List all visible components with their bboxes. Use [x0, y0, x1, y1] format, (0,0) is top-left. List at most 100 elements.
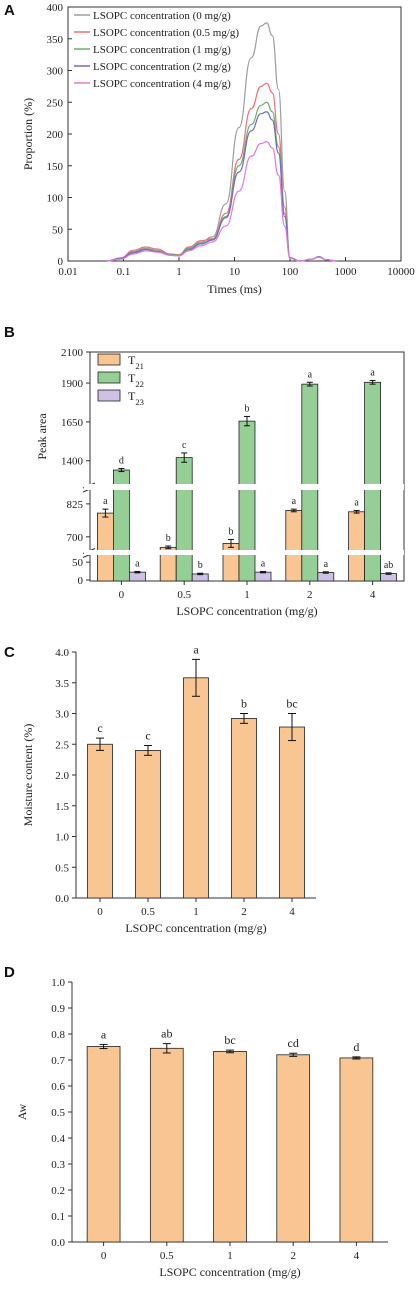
y-tick-label: 400: [47, 2, 64, 14]
panel-c: C 0.0 0.5 1.0 1.5 2.0 2.5 3.0 3.5 4.0 Moisture co…: [0, 640, 420, 940]
significance-letter: b: [245, 403, 250, 414]
legend-label: LSOPC concentration (1 mg/g): [93, 44, 231, 56]
series-line: [106, 82, 337, 262]
y-tick-label: 1650: [61, 417, 84, 429]
significance-letter: a: [370, 367, 375, 378]
legend-label: T23: [128, 389, 144, 407]
chart-b: 0 50 700 825 1400 1650 1900 2100 Peak area LSOPC …: [35, 347, 405, 618]
bar: [175, 457, 193, 582]
legend-swatch: [97, 353, 121, 366]
y-tick-label: 4.0: [55, 647, 69, 659]
panel-label-c: C: [4, 644, 15, 661]
y-tick-label: 0.5: [51, 1107, 65, 1119]
y-tick-label: 3.5: [55, 678, 69, 690]
y-tick-label: 50: [52, 224, 64, 236]
significance-letter: c: [97, 721, 102, 735]
significance-letter: a: [292, 496, 297, 507]
y-tick-label: 250: [47, 97, 64, 109]
significance-letter: b: [198, 560, 203, 571]
y-tick-label: 50: [72, 557, 84, 569]
x-tick-label: 0.5: [177, 589, 191, 601]
y-tick-label: 0.4: [51, 1133, 65, 1145]
panel-label-d: D: [4, 964, 15, 981]
legend-label: T22: [128, 371, 144, 389]
x-tick-label: 0: [97, 906, 103, 918]
bar: [276, 1054, 311, 1243]
legend-label: LSOPC concentration (0.5 mg/g): [93, 27, 239, 39]
panel-label-b: B: [4, 324, 15, 341]
significance-letter: cd: [288, 1036, 299, 1050]
x-tick-label: 0: [119, 589, 125, 601]
y-tick-label: 700: [67, 532, 84, 544]
y-tick-label: 0.0: [55, 893, 69, 905]
x-tick-label: 0: [101, 1250, 107, 1262]
legend-label: LSOPC concentration (4 mg/g): [93, 78, 231, 90]
series-line: [106, 111, 337, 262]
x-tick-label: 10000: [387, 266, 415, 278]
y-tick-label: 2100: [61, 347, 84, 359]
x-axis-label: Times (ms): [207, 282, 262, 296]
bar: [348, 511, 366, 582]
significance-letter: d: [119, 455, 124, 466]
x-axis-label: LSOPC concentration (mg/g): [125, 921, 266, 935]
chart-a: 0.01 0.1 1 10 100 1000 10000 0 50 100 150 200 250 300…: [21, 2, 415, 296]
x-tick-label: 0.1: [117, 266, 131, 278]
bar: [135, 750, 161, 899]
y-axis-label: Aw: [15, 1104, 29, 1121]
bar: [279, 726, 305, 899]
y-tick-label: 3.0: [55, 709, 69, 721]
y-tick-label: 0.6: [51, 1081, 65, 1093]
chart-d: 0.0 0.1 0.2 0.3 0.4 0.5 0.6 0.7 0.8 0.9 1.0 Aw LSOPC…: [15, 977, 388, 1279]
y-tick-label: 300: [47, 66, 64, 78]
significance-letter: bc: [286, 697, 297, 711]
bar: [339, 1057, 374, 1243]
significance-letter: a: [103, 496, 108, 507]
x-tick-label: 2: [307, 589, 313, 601]
legend-swatch: [97, 389, 121, 402]
y-tick-label: 0.9: [51, 1003, 65, 1015]
bar: [213, 1051, 247, 1243]
significance-letter: a: [354, 497, 359, 508]
bar: [128, 571, 146, 582]
significance-letter: d: [353, 1040, 359, 1054]
significance-letter: bc: [224, 1033, 235, 1047]
x-axis-label: LSOPC concentration (mg/g): [159, 1265, 300, 1279]
x-tick-label: 4: [370, 589, 376, 601]
y-tick-label: 0.5: [55, 862, 69, 874]
y-tick-label: 1400: [61, 456, 84, 468]
series-line: [106, 141, 337, 262]
bar: [149, 1047, 184, 1243]
y-tick-label: 0.8: [51, 1029, 65, 1041]
panel-a: A 0.01 0.1 1 10 100 1000 10000 0 50 100 150 200 250 3…: [0, 0, 420, 300]
significance-letter: ab: [161, 1027, 172, 1041]
y-tick-label: 0.3: [51, 1159, 65, 1171]
series-line: [106, 101, 337, 262]
y-axis-label: Peak area: [35, 413, 49, 460]
panel-label-a: A: [4, 2, 15, 19]
y-tick-label: 2.5: [55, 739, 69, 751]
significance-letter: c: [145, 728, 150, 742]
significance-letter: b: [166, 533, 171, 544]
significance-letter: a: [101, 1027, 107, 1041]
significance-letter: a: [135, 558, 140, 569]
y-axis-label: Moisture content (%): [21, 724, 35, 827]
x-tick-label: 4: [289, 906, 295, 918]
y-tick-label: 1.0: [55, 832, 69, 844]
legend-label: LSOPC concentration (2 mg/g): [93, 61, 231, 73]
significance-letter: ab: [384, 560, 393, 571]
legend-label: T21: [128, 353, 144, 371]
x-tick-label: 1: [176, 266, 182, 278]
significance-letter: c: [182, 440, 187, 451]
y-tick-label: 0.0: [51, 1237, 65, 1249]
x-tick-label: 4: [354, 1250, 360, 1262]
x-tick-label: 0.01: [58, 266, 77, 278]
legend-label: LSOPC concentration (0 mg/g): [93, 10, 231, 22]
bar: [285, 510, 303, 582]
y-tick-label: 1.0: [51, 977, 65, 989]
significance-letter: a: [193, 642, 199, 656]
y-tick-label: 2.0: [55, 770, 69, 782]
y-tick-label: 0.1: [51, 1211, 65, 1223]
bar: [183, 677, 209, 899]
panel-b: B 0 50 700 825 1400 1650 1900 2100 Peak area LSOP…: [0, 322, 420, 622]
y-tick-label: 200: [47, 129, 64, 141]
